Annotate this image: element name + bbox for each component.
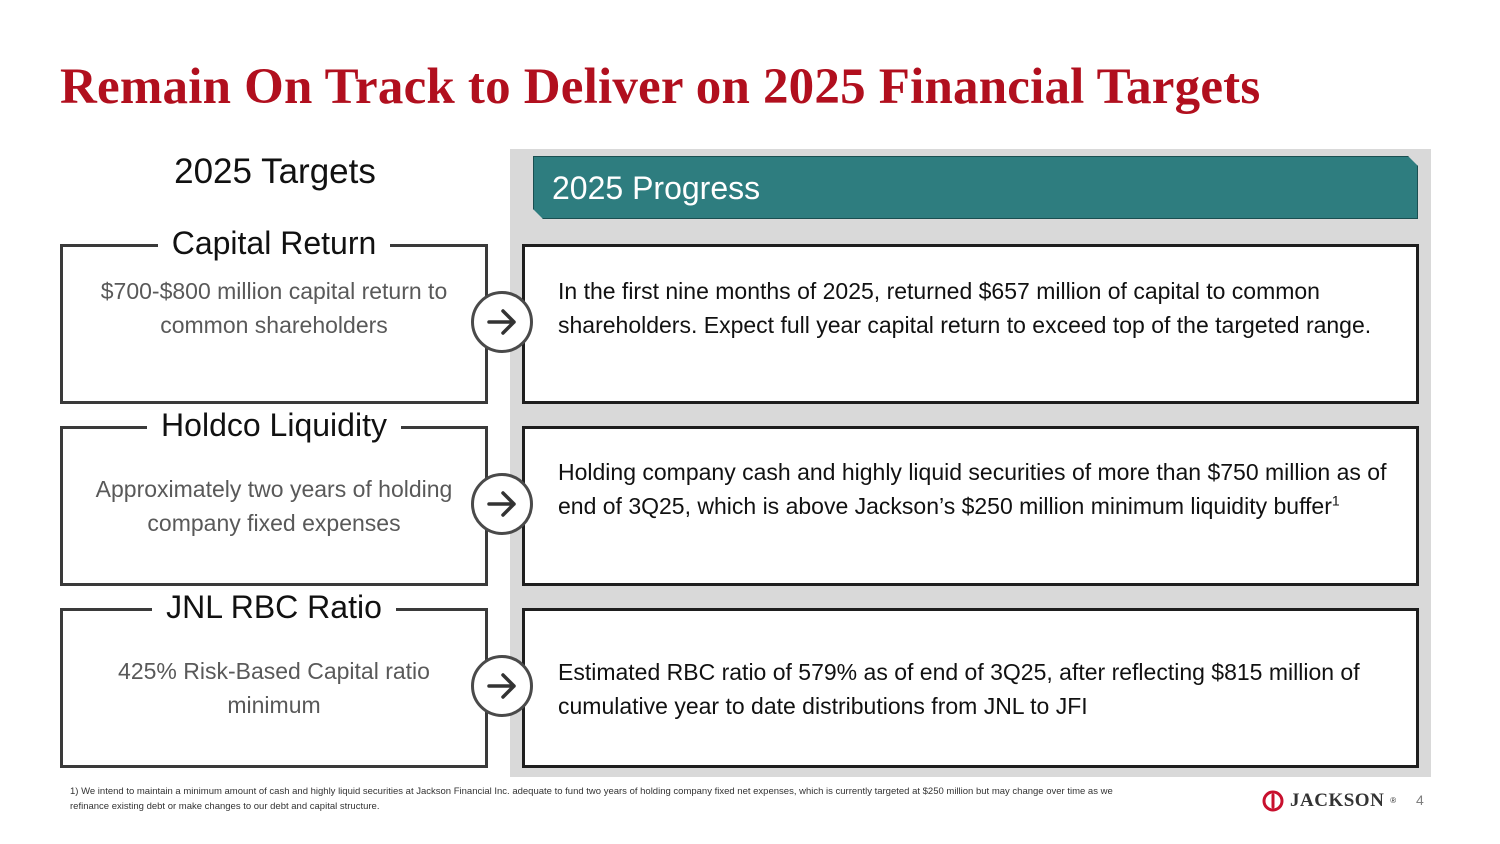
footnote: 1) We intend to maintain a minimum amoun… [70,786,1113,812]
progress-banner: 2025 Progress [533,156,1418,219]
page-title: Remain On Track to Deliver on 2025 Finan… [60,59,1261,115]
progress-body-wrap: Holding company cash and highly liquid s… [558,455,1390,523]
target-body: $700-$800 million capital return to comm… [100,278,448,338]
target-body: Approximately two years of holding compa… [95,476,453,536]
jackson-logo-icon [1262,790,1284,812]
jackson-logo: JACKSON ® [1262,790,1396,812]
target-body: 425% Risk-Based Capital ratio minimum [118,658,430,718]
progress-box-capital-return: In the first nine months of 2025, return… [522,244,1419,404]
progress-box-holdco-liquidity: Holding company cash and highly liquid s… [522,426,1419,586]
footnote-marker: 1 [1331,492,1340,509]
progress-box-rbc-ratio: Estimated RBC ratio of 579% as of end of… [522,608,1419,768]
target-title: Capital Return [157,225,391,261]
target-box-jnl-rbc-ratio: JNL RBC Ratio 425% Risk-Based Capital ra… [60,589,488,768]
arrow-right-circle-icon [471,473,533,535]
arrow-right-circle-icon [471,655,533,717]
progress-body: In the first nine months of 2025, return… [558,278,1372,338]
arrow-right-circle-icon [471,291,533,353]
progress-header: 2025 Progress [552,170,761,206]
targets-header: 2025 Targets [174,152,376,191]
target-title: Holdco Liquidity [147,407,401,443]
target-box-holdco-liquidity: Holdco Liquidity Approximately two years… [60,407,488,586]
logo-text: JACKSON [1290,790,1385,811]
target-box-capital-return: Capital Return $700-$800 million capital… [60,225,488,404]
page-number: 4 [1416,792,1424,808]
progress-body: Holding company cash and highly liquid s… [558,459,1387,519]
target-title: JNL RBC Ratio [152,589,396,625]
progress-body: Estimated RBC ratio of 579% as of end of… [558,659,1360,719]
